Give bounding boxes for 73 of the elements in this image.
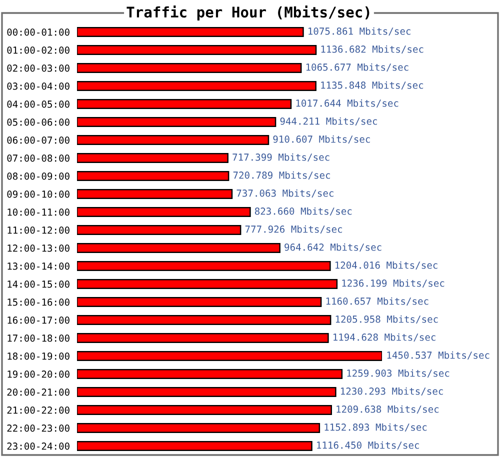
bar bbox=[77, 387, 336, 397]
y-tick-label: 00:00-01:00 bbox=[7, 28, 70, 36]
bar bbox=[77, 225, 242, 235]
data-label: 1230.293 Mbits/sec bbox=[341, 387, 443, 396]
data-label: 1135.848 Mbits/sec bbox=[321, 81, 424, 90]
data-label: 1075.861 Mbits/sec bbox=[308, 27, 410, 36]
chart-title: Traffic per Hour (Mbits/sec) bbox=[126, 6, 370, 20]
y-tick-label: 16:00-17:00 bbox=[8, 316, 70, 324]
y-tick-label: 07:00-08:00 bbox=[7, 154, 70, 162]
bar bbox=[77, 171, 230, 181]
data-label: 1450.537 Mbits/sec bbox=[387, 351, 490, 360]
data-label: 1204.016 Mbits/sec bbox=[335, 261, 438, 270]
y-tick-label: 11:00-12:00 bbox=[8, 226, 70, 234]
data-label: 823.660 Mbits/sec bbox=[254, 207, 352, 216]
data-label: 910.607 Mbits/sec bbox=[273, 135, 370, 144]
y-tick-label: 01:00-02:00 bbox=[7, 46, 70, 54]
bar bbox=[77, 423, 320, 433]
bar bbox=[77, 153, 228, 163]
bar bbox=[77, 261, 331, 271]
bar bbox=[77, 279, 338, 289]
y-tick-label: 02:00-03:00 bbox=[7, 64, 70, 72]
data-label: 720.789 Mbits/sec bbox=[233, 171, 330, 180]
bar bbox=[77, 351, 382, 361]
bar bbox=[77, 333, 329, 343]
y-tick-label: 15:00-16:00 bbox=[8, 298, 70, 306]
bar bbox=[77, 45, 317, 55]
data-label: 1209.638 Mbits/sec bbox=[336, 405, 439, 414]
data-label: 1116.450 Mbits/sec bbox=[317, 441, 419, 450]
bar bbox=[77, 99, 292, 109]
bar bbox=[77, 117, 276, 127]
data-label: 1160.657 Mbits/sec bbox=[326, 297, 428, 306]
y-tick-label: 10:00-11:00 bbox=[8, 208, 70, 216]
y-tick-label: 08:00-09:00 bbox=[7, 172, 70, 180]
bar bbox=[77, 207, 251, 217]
y-tick-label: 05:00-06:00 bbox=[7, 118, 70, 126]
y-tick-label: 20:00-21:00 bbox=[7, 388, 70, 396]
y-tick-label: 13:00-14:00 bbox=[8, 262, 70, 270]
data-label: 1194.628 Mbits/sec bbox=[334, 333, 436, 342]
data-label: 964.642 Mbits/sec bbox=[284, 243, 382, 252]
bar bbox=[77, 27, 304, 37]
y-tick-label: 06:00-07:00 bbox=[7, 136, 70, 144]
y-tick-label: 19:00-20:00 bbox=[8, 370, 70, 378]
y-tick-label: 21:00-22:00 bbox=[7, 406, 70, 414]
y-tick-label: 22:00-23:00 bbox=[7, 424, 70, 432]
data-label: 777.926 Mbits/sec bbox=[245, 225, 342, 234]
y-tick-label: 03:00-04:00 bbox=[7, 82, 70, 90]
bar bbox=[77, 297, 322, 307]
data-label: 1136.682 Mbits/sec bbox=[321, 45, 424, 54]
bar bbox=[77, 441, 312, 451]
bar bbox=[77, 135, 270, 145]
data-label: 717.399 Mbits/sec bbox=[232, 153, 330, 162]
y-tick-label: 18:00-19:00 bbox=[8, 352, 70, 360]
data-label: 1205.958 Mbits/sec bbox=[336, 315, 438, 324]
data-label: 1017.644 Mbits/sec bbox=[296, 99, 398, 108]
data-label: 1152.893 Mbits/sec bbox=[324, 423, 427, 432]
y-tick-label: 17:00-18:00 bbox=[8, 334, 70, 342]
y-tick-label: 14:00-15:00 bbox=[8, 280, 70, 288]
bar bbox=[77, 243, 280, 253]
data-label: 1236.199 Mbits/sec bbox=[342, 279, 444, 288]
bar bbox=[77, 315, 332, 325]
bar bbox=[77, 405, 332, 415]
data-label: 1065.677 Mbits/sec bbox=[306, 63, 408, 72]
y-tick-label: 04:00-05:00 bbox=[7, 100, 70, 108]
data-label: 944.211 Mbits/sec bbox=[280, 117, 377, 126]
y-tick-label: 23:00-24:00 bbox=[7, 442, 70, 450]
bar bbox=[77, 63, 302, 73]
bar bbox=[77, 189, 233, 199]
bar bbox=[77, 81, 316, 91]
y-tick-label: 12:00-13:00 bbox=[8, 244, 70, 252]
data-label: 1259.903 Mbits/sec bbox=[347, 369, 450, 378]
y-tick-label: 09:00-10:00 bbox=[7, 190, 70, 198]
bar bbox=[77, 369, 343, 379]
data-label: 737.063 Mbits/sec bbox=[236, 189, 334, 198]
